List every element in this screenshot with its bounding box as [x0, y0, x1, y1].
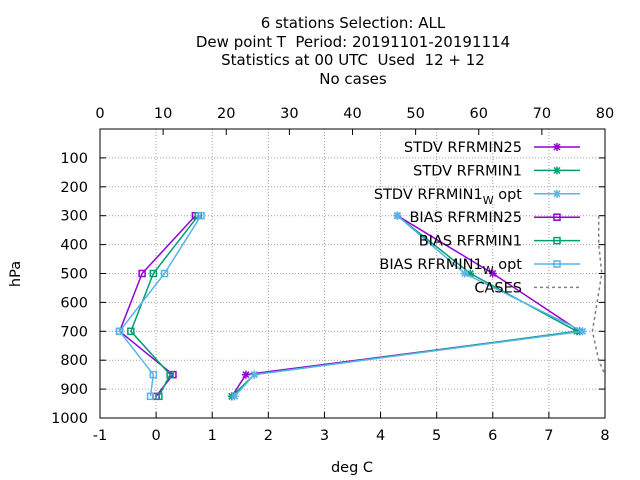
x2-tick-label: 0 — [95, 106, 104, 122]
y-tick-label: 300 — [60, 209, 88, 225]
series-2 — [227, 211, 581, 401]
chart-title: 6 stations Selection: ALL Dew point T Pe… — [0, 14, 640, 88]
x2-tick-label: 70 — [533, 106, 551, 122]
legend-marker — [553, 166, 561, 174]
legend-label: STDV RFRMIN25 — [404, 140, 522, 156]
data-point — [149, 370, 158, 379]
y-axis-label: hPa — [8, 261, 24, 287]
x2-tick-label: 10 — [154, 106, 172, 122]
series-7 — [591, 215, 606, 375]
title-line: 6 stations Selection: ALL — [260, 14, 446, 32]
x2-tick-label: 80 — [596, 106, 614, 122]
legend-label: BIAS RFRMIN1W opt — [379, 257, 522, 277]
legend-label: STDV RFRMIN1 — [413, 163, 522, 179]
y-tick-label: 500 — [60, 267, 88, 283]
data-point — [231, 392, 239, 400]
title-line: Statistics at 00 UTC Used 12 + 12 — [221, 51, 485, 69]
series-3 — [230, 211, 587, 401]
data-point — [197, 211, 205, 220]
title-line: Dew point T Period: 20191101-20191114 — [195, 32, 511, 51]
legend: STDV RFRMIN25 STDV RFRMIN1 STDV RFRMIN1W o… — [374, 140, 580, 296]
y-tick-label: 700 — [60, 324, 88, 340]
y-tick-label: 400 — [60, 238, 88, 254]
data-point — [138, 269, 146, 278]
y-tick-label: 600 — [60, 295, 88, 311]
data-point — [166, 370, 174, 379]
legend-label: STDV RFRMIN1W opt — [374, 187, 522, 207]
x2-tick-label: 60 — [470, 106, 488, 122]
legend-label: CASES — [474, 280, 522, 296]
legend-marker — [553, 260, 561, 268]
x-tick-label: 1 — [208, 428, 217, 444]
data-point — [579, 327, 587, 335]
series-line — [231, 215, 582, 397]
data-point — [155, 392, 163, 401]
y-tick-label: 100 — [60, 151, 88, 167]
data-point — [160, 269, 169, 278]
data-point — [489, 269, 497, 278]
x-tick-label: 2 — [264, 428, 273, 444]
axis-ticks: -1 0 1 2 3 4 5 6 7 80 10 20 30 40 50 60 70 80100200300400… — [51, 106, 614, 444]
x-tick-label: 8 — [600, 428, 609, 444]
y-tick-label: 900 — [60, 382, 88, 398]
series-line — [118, 215, 202, 397]
data-point — [115, 327, 124, 336]
data-point — [149, 269, 158, 278]
data-point — [250, 371, 258, 379]
x-tick-label: -1 — [93, 428, 107, 444]
y-tick-label: 1000 — [51, 411, 88, 427]
x-tick-label: 3 — [320, 428, 329, 444]
data-point — [393, 212, 401, 220]
x-tick-label: 5 — [432, 428, 441, 444]
y-tick-label: 800 — [60, 353, 88, 369]
data-point — [461, 269, 469, 278]
x-axis-label: deg C — [331, 460, 373, 476]
series-5 — [127, 211, 202, 401]
series-group — [115, 211, 606, 401]
x2-tick-label: 20 — [217, 106, 235, 122]
series-4 — [115, 211, 200, 401]
x2-tick-label: 50 — [406, 106, 424, 122]
legend-marker — [553, 190, 561, 198]
x-tick-label: 6 — [488, 428, 497, 444]
series-6 — [115, 211, 205, 401]
x2-tick-label: 30 — [280, 106, 298, 122]
series-line — [130, 215, 199, 397]
grid-lines — [100, 129, 605, 418]
legend-marker — [553, 236, 561, 245]
legend-marker — [553, 213, 561, 221]
legend-label: BIAS RFRMIN25 — [409, 210, 522, 226]
x-tick-label: 4 — [376, 428, 385, 444]
x-tick-label: 7 — [544, 428, 553, 444]
data-point — [127, 327, 135, 336]
data-point — [146, 392, 155, 401]
y-tick-label: 200 — [60, 180, 88, 196]
legend-label: BIAS RFRMIN1 — [419, 234, 522, 250]
data-point — [242, 371, 250, 379]
title-line: No cases — [319, 69, 387, 88]
legend-marker — [553, 143, 561, 151]
x-tick-label: 0 — [151, 428, 160, 444]
x2-tick-label: 40 — [343, 106, 361, 122]
series-line — [591, 215, 606, 375]
